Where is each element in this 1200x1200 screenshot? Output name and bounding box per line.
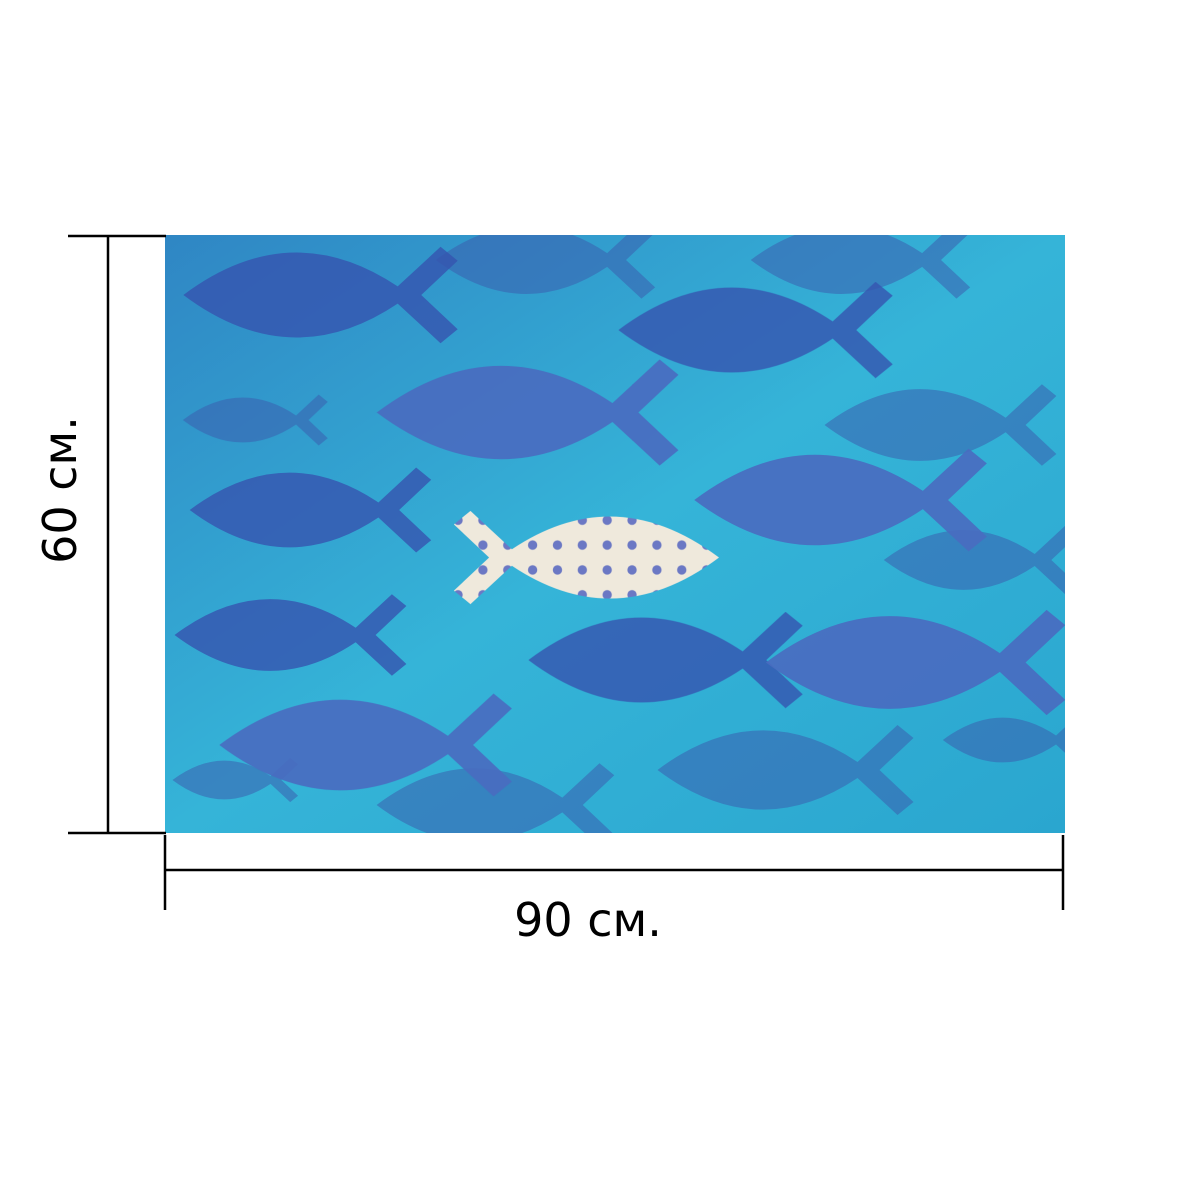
width-dimension: 90 см. [163, 835, 1065, 947]
height-dimension: 60 см. [33, 234, 166, 835]
photo [165, 235, 1065, 833]
width-label: 90 см. [514, 893, 662, 947]
height-label: 60 см. [33, 416, 87, 564]
